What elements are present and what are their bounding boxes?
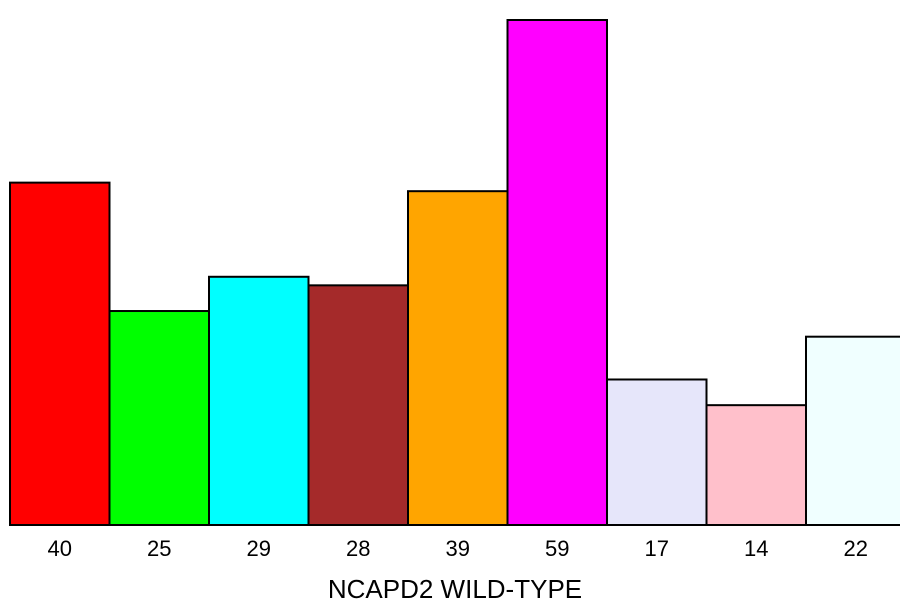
x-tick-label: 40 [48, 536, 72, 561]
bar-22 [805, 335, 900, 526]
x-tick-label: 14 [744, 536, 768, 561]
bar-28 [307, 284, 409, 526]
x-axis-title: NCAPD2 WILD-TYPE [328, 574, 582, 604]
x-tick-label: 28 [346, 536, 370, 561]
bar-17 [606, 378, 708, 526]
x-tick-label: 22 [844, 536, 868, 561]
x-tick-labels: 40 25 29 28 39 59 17 14 22 [48, 536, 868, 561]
x-tick-label: 39 [446, 536, 470, 561]
bar-14 [705, 404, 807, 526]
x-tick-label: 59 [545, 536, 569, 561]
bar-39 [407, 190, 509, 527]
bar-25 [108, 310, 210, 526]
bar-40 [9, 181, 111, 527]
x-tick-label: 25 [147, 536, 171, 561]
bar-59 [506, 19, 608, 526]
x-tick-label: 29 [247, 536, 271, 561]
bars-group [9, 19, 900, 527]
bar-29 [208, 275, 310, 526]
x-tick-label: 17 [645, 536, 669, 561]
